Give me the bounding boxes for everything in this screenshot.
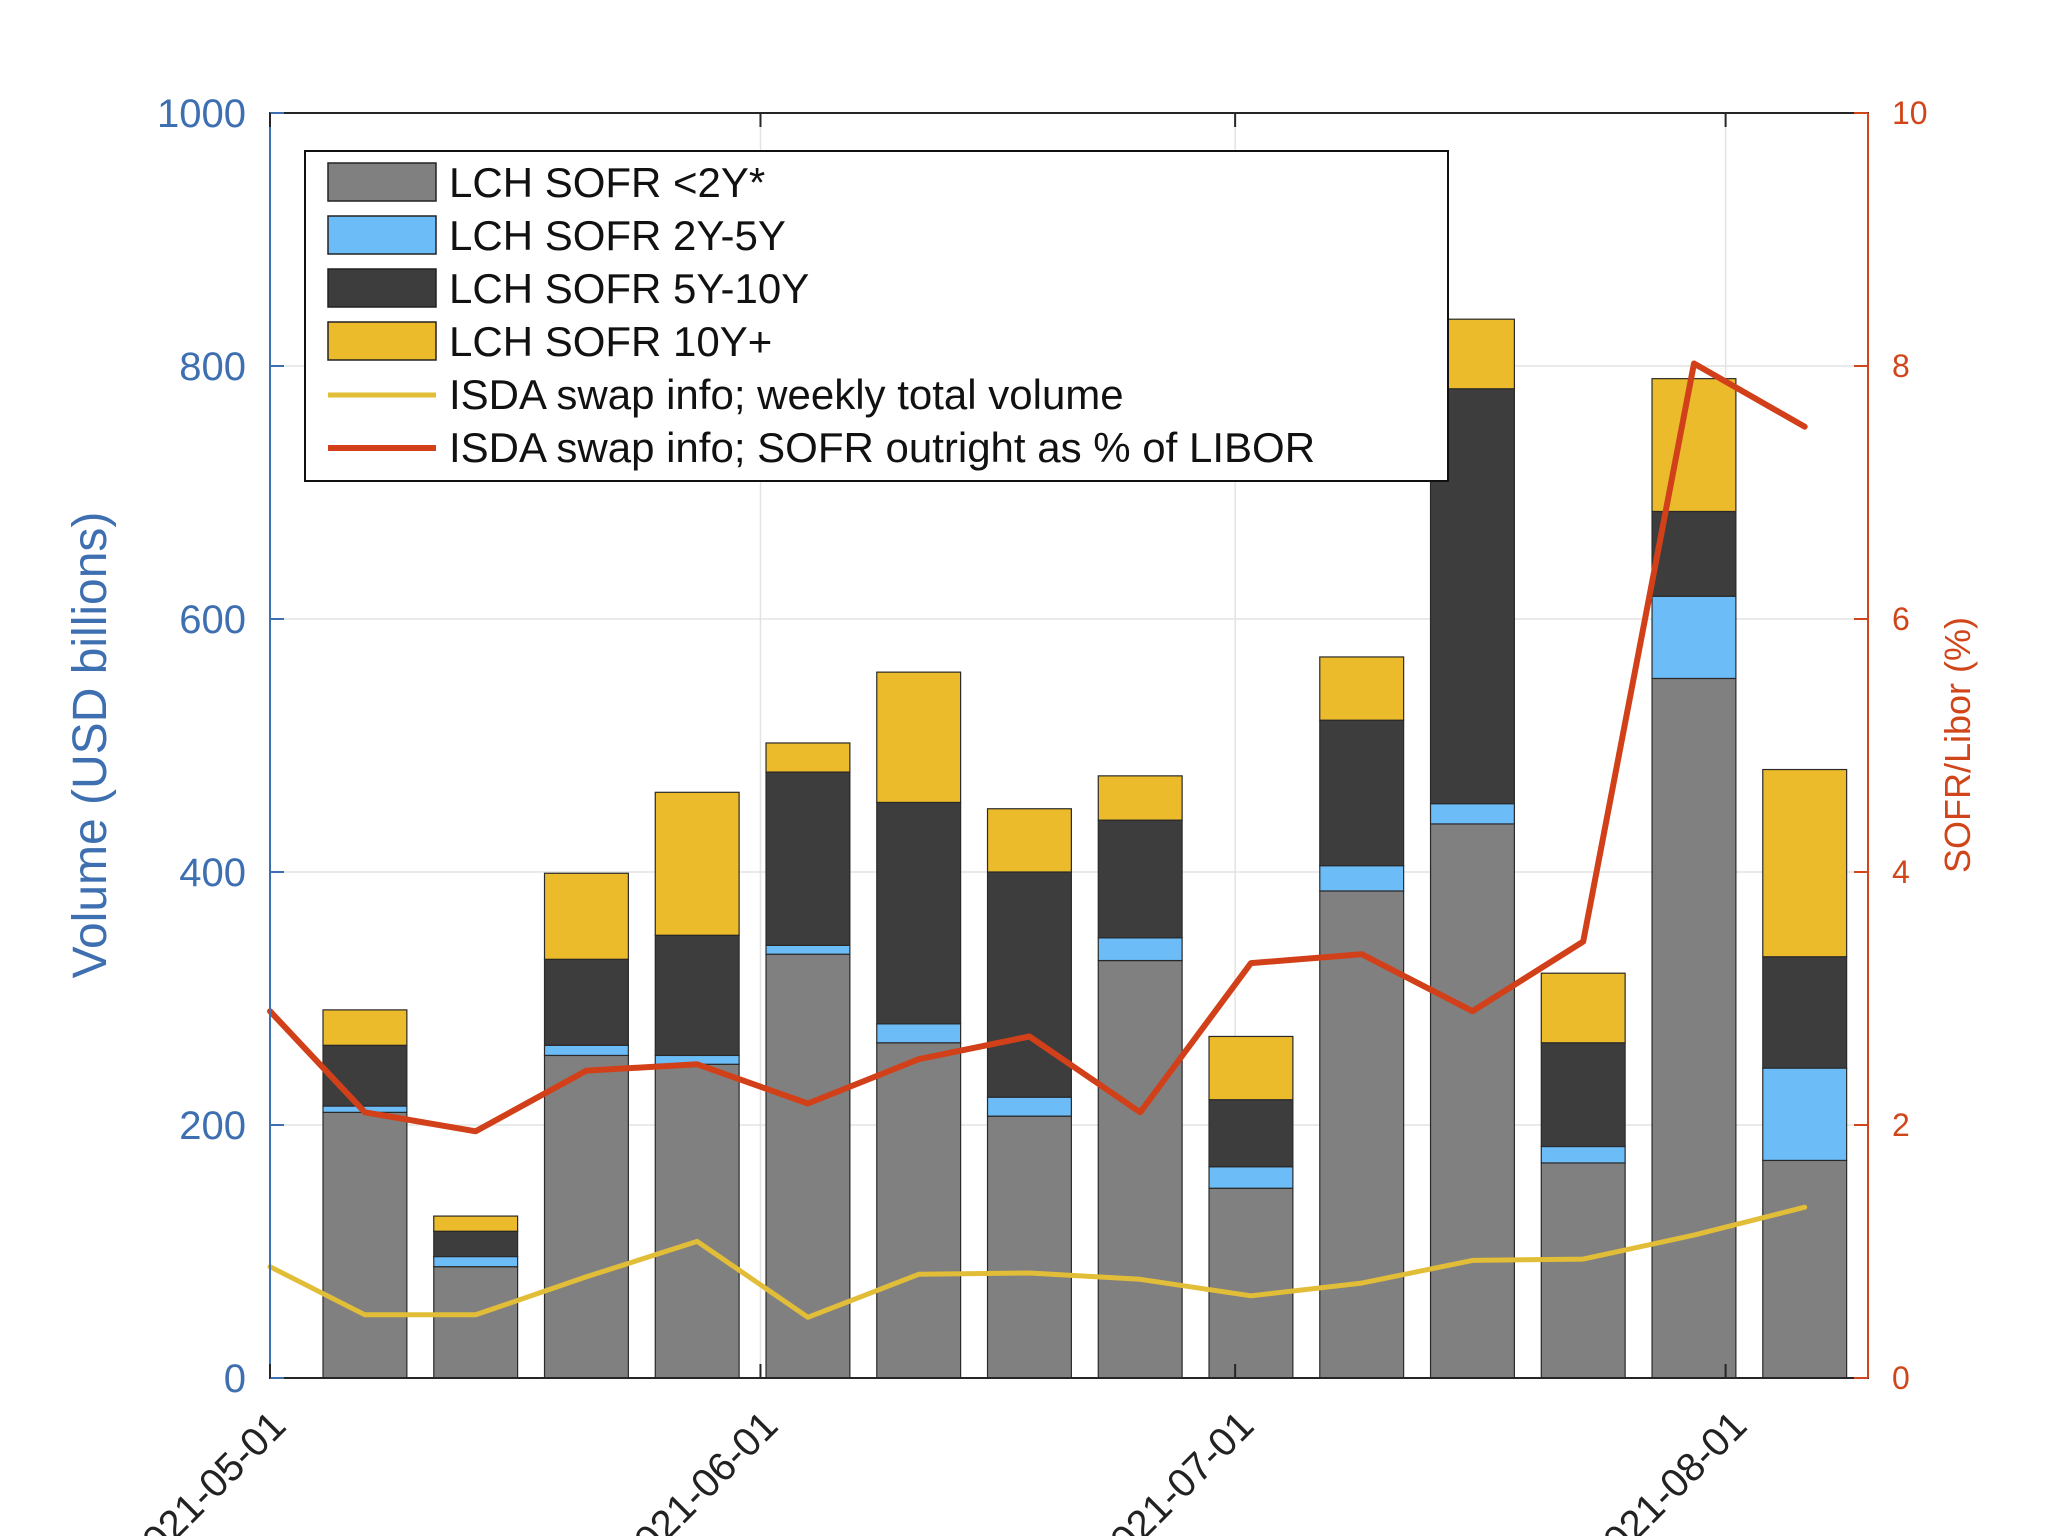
bar-segment-10y-plus xyxy=(1540,972,1626,1044)
lines xyxy=(267,360,1808,1320)
bar-segment-lt2y xyxy=(1762,1159,1848,1379)
bar-segment-lt2y xyxy=(1319,890,1405,1379)
bar-segment-5y-10y xyxy=(1651,510,1737,597)
bar-segment-lt2y xyxy=(1651,677,1737,1379)
line-isda-total-volume xyxy=(267,1204,1808,1320)
bar-segment-lt2y xyxy=(1540,1162,1626,1379)
line-sofr-pct-libor xyxy=(267,360,1808,1135)
bar-segment-10y-plus xyxy=(1208,1035,1294,1101)
legend-label-lch-5y-10y: LCH SOFR 5Y-10Y xyxy=(449,265,809,312)
y-left-tick: 800 xyxy=(179,345,246,389)
bar-segment-5y-10y xyxy=(1097,819,1183,939)
y-right-tick: 8 xyxy=(1892,348,1910,384)
y-right-tick: 2 xyxy=(1892,1107,1910,1143)
y-right-tick: 10 xyxy=(1892,95,1928,131)
bar-segment-10y-plus xyxy=(322,1009,408,1046)
bar-segment-5y-10y xyxy=(1540,1042,1626,1148)
y-right-tick: 0 xyxy=(1892,1360,1910,1396)
bar-segment-5y-10y xyxy=(876,801,962,1025)
bar-segment-5y-10y xyxy=(433,1230,519,1258)
y-left-tick: 0 xyxy=(224,1357,246,1401)
bar-segment-10y-plus xyxy=(1651,378,1737,513)
bar-segment-lt2y xyxy=(1097,959,1183,1379)
bar-segment-2y-5y xyxy=(433,1255,519,1268)
y-left-ticks: 0 200 400 600 800 1000 xyxy=(157,92,246,1401)
bar-segment-5y-10y xyxy=(1319,719,1405,867)
x-tick-label: 2021-08-01 xyxy=(1580,1403,1756,1536)
bar-segment-10y-plus xyxy=(1319,656,1405,721)
bar-segment-10y-plus xyxy=(986,808,1072,873)
legend-label-isda-total: ISDA swap info; weekly total volume xyxy=(449,371,1124,418)
bar-segment-10y-plus xyxy=(654,791,740,936)
bar-segment-10y-plus xyxy=(1762,768,1848,958)
bar-segment-5y-10y xyxy=(322,1044,408,1107)
bar-segment-5y-10y xyxy=(1208,1099,1294,1168)
bar-segment-2y-5y xyxy=(1762,1067,1848,1162)
legend-label-lch-2y-5y: LCH SOFR 2Y-5Y xyxy=(449,212,786,259)
bar-segment-2y-5y xyxy=(1540,1145,1626,1164)
bar-segment-2y-5y xyxy=(1208,1166,1294,1189)
legend: LCH SOFR <2Y* LCH SOFR 2Y-5Y LCH SOFR 5Y… xyxy=(304,150,1449,482)
bar-segment-5y-10y xyxy=(765,771,851,946)
legend-swatch-lch-2y-5y xyxy=(327,215,437,255)
x-tick-label: 2021-06-01 xyxy=(611,1403,787,1536)
bar-segment-lt2y xyxy=(322,1111,408,1379)
bar-segment-2y-5y xyxy=(543,1044,629,1057)
bar-segment-10y-plus xyxy=(876,671,962,804)
bar-segment-lt2y xyxy=(1208,1187,1294,1379)
legend-box xyxy=(304,150,1449,482)
legend-swatch-lch-lt2y xyxy=(327,162,437,202)
y-left-tick: 200 xyxy=(179,1104,246,1148)
bar-segment-2y-5y xyxy=(765,944,851,955)
x-ticks: 2021-05-01 2021-06-01 2021-07-01 2021-08… xyxy=(119,1403,1756,1536)
y-right-ticks: 0 2 4 6 8 10 xyxy=(1892,95,1928,1396)
bar-segment-2y-5y xyxy=(1097,937,1183,962)
axes xyxy=(269,112,1869,1379)
x-tick-label: 2021-07-01 xyxy=(1087,1403,1263,1536)
bar-segment-2y-5y xyxy=(1319,865,1405,892)
y-left-tick: 400 xyxy=(179,851,246,895)
legend-swatch-lch-5y-10y xyxy=(327,268,437,308)
bar-segment-2y-5y xyxy=(1429,803,1515,825)
y-right-axis-title: SOFR/Libor (%) xyxy=(1937,617,1978,873)
bar-segment-10y-plus xyxy=(765,742,851,773)
legend-label-lch-10y-plus: LCH SOFR 10Y+ xyxy=(449,318,772,365)
y-right-tick: 6 xyxy=(1892,601,1910,637)
bar-segment-5y-10y xyxy=(543,958,629,1046)
legend-label-isda-sofr: ISDA swap info; SOFR outright as % of LI… xyxy=(449,424,1315,471)
bar-segment-5y-10y xyxy=(654,934,740,1057)
bar-segment-lt2y xyxy=(433,1266,519,1379)
bar-segment-lt2y xyxy=(654,1063,740,1379)
bar-segment-5y-10y xyxy=(1762,956,1848,1069)
bar-segment-10y-plus xyxy=(543,872,629,960)
bar-segment-lt2y xyxy=(1429,823,1515,1379)
bar-segment-10y-plus xyxy=(1097,775,1183,821)
legend-label-lch-lt2y: LCH SOFR <2Y* xyxy=(449,159,765,206)
legend-swatch-lch-10y-plus xyxy=(327,321,437,361)
bar-segment-lt2y xyxy=(543,1054,629,1379)
bar-segment-lt2y xyxy=(876,1042,962,1379)
y-right-tick: 4 xyxy=(1892,854,1910,890)
bar-segment-lt2y xyxy=(986,1115,1072,1379)
y-left-tick: 1000 xyxy=(157,92,246,136)
bar-segment-2y-5y xyxy=(1651,595,1737,680)
y-left-axis-title: Volume (USD billions) xyxy=(64,512,117,979)
bar-segment-2y-5y xyxy=(876,1023,962,1044)
bar-segment-5y-10y xyxy=(986,871,1072,1098)
bar-segment-10y-plus xyxy=(433,1215,519,1232)
y-left-tick: 600 xyxy=(179,598,246,642)
bar-segment-2y-5y xyxy=(986,1096,1072,1117)
x-tick-label: 2021-05-01 xyxy=(119,1403,295,1536)
